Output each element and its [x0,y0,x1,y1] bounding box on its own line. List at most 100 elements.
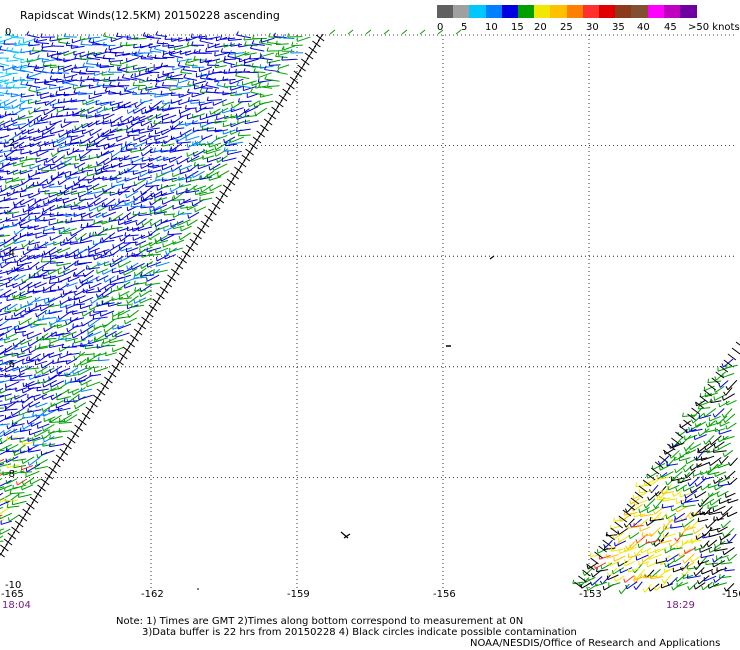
wind-barb [0,65,5,68]
wind-barb-flag [223,69,226,74]
wind-barb-flag [87,179,90,184]
wind-barb [12,78,25,82]
wind-barb-flag [123,239,126,244]
wind-barb-flag [95,213,98,218]
edge-marker [437,29,444,35]
wind-barb [42,269,56,272]
wind-barb [12,484,27,490]
wind-barb-flag [27,461,30,466]
wind-barb-flag [223,82,226,88]
wind-barb [633,513,646,518]
wind-barb-flag [185,188,187,193]
wind-barb-flag [79,342,82,347]
wind-barb-flag [63,160,66,165]
wind-barb [161,169,176,175]
wind-barb-flag [57,285,60,290]
wind-barb [726,399,737,406]
wind-barb [705,392,719,398]
wind-barb-flag [101,342,104,347]
wind-barb-flag [10,398,13,403]
wind-barb-flag [86,75,90,80]
wind-barb [19,437,32,443]
wind-barb [133,276,147,279]
wind-barb [0,261,5,265]
wind-barb-flag [49,75,52,80]
wind-barb [108,302,122,307]
wind-barb-flag [35,369,37,374]
wind-barb-flag [658,561,662,566]
wind-barb [14,338,26,348]
wind-barb-flag [66,372,68,377]
wind-barb [78,185,92,189]
wind-barb-flag [78,183,81,188]
wind-barb-flag [96,109,98,114]
wind-barb-flag [34,79,37,84]
wind-barb [701,455,715,461]
wind-barb [606,534,618,537]
wind-barb [683,518,695,528]
edge-marker [683,419,692,427]
wind-barb [71,71,87,74]
wind-barb [50,289,64,292]
wind-barb [0,500,4,503]
wind-barb-flag [21,480,24,485]
wind-barb-flag [712,562,714,568]
wind-barb [209,163,221,171]
wind-barb [209,176,222,181]
wind-barb [222,108,235,114]
wind-barb [35,360,48,366]
wind-barb [63,93,78,97]
wind-barb [88,41,101,45]
wind-barb [90,128,102,137]
wind-barb [4,121,18,129]
wind-barb-flag [681,523,684,528]
wind-barb-flag [695,535,698,540]
wind-barb [141,162,153,169]
wind-barb [14,295,27,300]
wind-barb-flag [222,76,225,81]
wind-barb-flag [134,287,137,292]
wind-barb [726,470,736,480]
wind-barb-flag [115,32,119,37]
wind-barb-flag [25,81,29,86]
wind-barb [28,171,41,179]
wind-barb-flag [50,92,52,98]
wind-barb [185,107,197,110]
wind-barb-flag [127,131,130,136]
wind-barb [210,184,222,192]
wind-barb-flag [703,412,706,417]
wind-barb-flag [118,157,121,162]
wind-barb-flag [33,120,36,125]
wind-barb [24,309,40,313]
isolated-barb [343,533,351,539]
wind-barb-flag [610,547,613,552]
wind-barb [187,184,198,192]
wind-barb [64,163,79,166]
wind-barb [142,157,154,162]
wind-barb [68,276,80,283]
wind-barb-flag [35,312,38,318]
wind-barb [714,408,725,418]
wind-barb-flag [156,39,159,44]
wind-barb [49,435,63,440]
wind-barb-flag [103,278,106,283]
wind-barb-flag [85,145,88,151]
wind-barb-flag [4,111,7,116]
wind-barb-flag [228,140,231,145]
wind-barb [11,36,25,39]
wind-barb [0,142,10,145]
wind-barb [66,352,80,356]
wind-barb [4,99,18,107]
wind-barb [81,169,93,172]
wind-barb-flag [249,55,252,60]
wind-barb [709,421,722,427]
wind-barb-flag [176,83,179,88]
wind-barb-flag [12,76,15,81]
edge-marker [594,551,603,559]
wind-barb-flag [71,390,74,396]
wind-barb [0,442,3,445]
wind-barb-flag [619,517,622,522]
wind-barb [260,93,273,98]
wind-barb [35,234,48,239]
wind-barb-flag [228,68,231,73]
